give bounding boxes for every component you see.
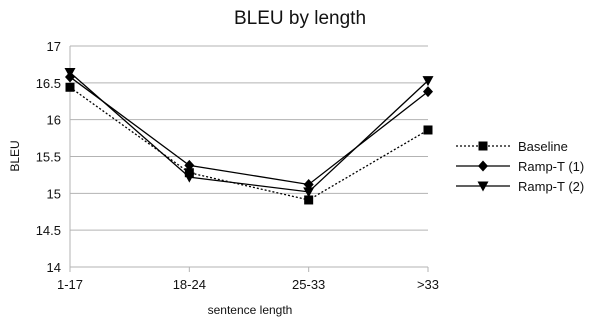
- legend-label: Baseline: [518, 139, 568, 154]
- x-tick-label: >33: [417, 277, 439, 292]
- series-line: [69, 72, 429, 193]
- y-tick-label: 15.5: [36, 150, 61, 165]
- legend-marker: [478, 141, 488, 151]
- data-point: [303, 187, 315, 198]
- data-point: [422, 76, 434, 87]
- chart-title: BLEU by length: [234, 8, 366, 29]
- series-baseline: [65, 82, 433, 205]
- series-ramp-t-2: [64, 68, 434, 198]
- data-point: [64, 68, 76, 79]
- y-tick-label: 17: [47, 39, 61, 54]
- x-axis-title: sentence length: [208, 303, 293, 317]
- x-tick-labels: 1-17 18-24 25-33 >33: [57, 277, 439, 292]
- x-tick-label: 25-33: [292, 277, 325, 292]
- x-tick-label: 1-17: [57, 277, 83, 292]
- y-axis-title: BLEU: [8, 140, 22, 171]
- legend-label: Ramp-T (2): [518, 179, 584, 194]
- y-tick-label: 14: [47, 260, 61, 275]
- legend-marker: [477, 181, 489, 192]
- legend-item: Ramp-T (2): [456, 179, 584, 194]
- y-tick-labels: 14 14.5 15 15.5 16 16.5 17: [36, 39, 61, 275]
- legend-item: Ramp-T (1): [456, 159, 584, 174]
- series: [64, 68, 434, 205]
- legend-item: Baseline: [456, 139, 568, 154]
- x-tick-label: 18-24: [173, 277, 206, 292]
- data-point: [304, 195, 314, 205]
- data-point: [423, 86, 433, 98]
- y-tick-label: 16.5: [36, 76, 61, 91]
- y-tick-label: 15: [47, 186, 61, 201]
- data-point: [303, 178, 314, 190]
- y-tick-label: 14.5: [36, 223, 61, 238]
- data-point: [423, 125, 433, 135]
- data-point: [65, 82, 75, 92]
- series-line: [69, 86, 429, 201]
- legend-label: Ramp-T (1): [518, 159, 584, 174]
- series-line: [69, 76, 429, 186]
- data-point: [184, 159, 195, 171]
- data-point: [183, 172, 195, 183]
- legend-marker: [478, 160, 488, 172]
- axes: [69, 46, 429, 272]
- legend: Baseline Ramp-T (1) Ramp-T (2): [456, 139, 584, 194]
- series-ramp-t-1: [65, 71, 433, 190]
- y-tick-label: 16: [47, 113, 61, 128]
- grid: [70, 45, 428, 268]
